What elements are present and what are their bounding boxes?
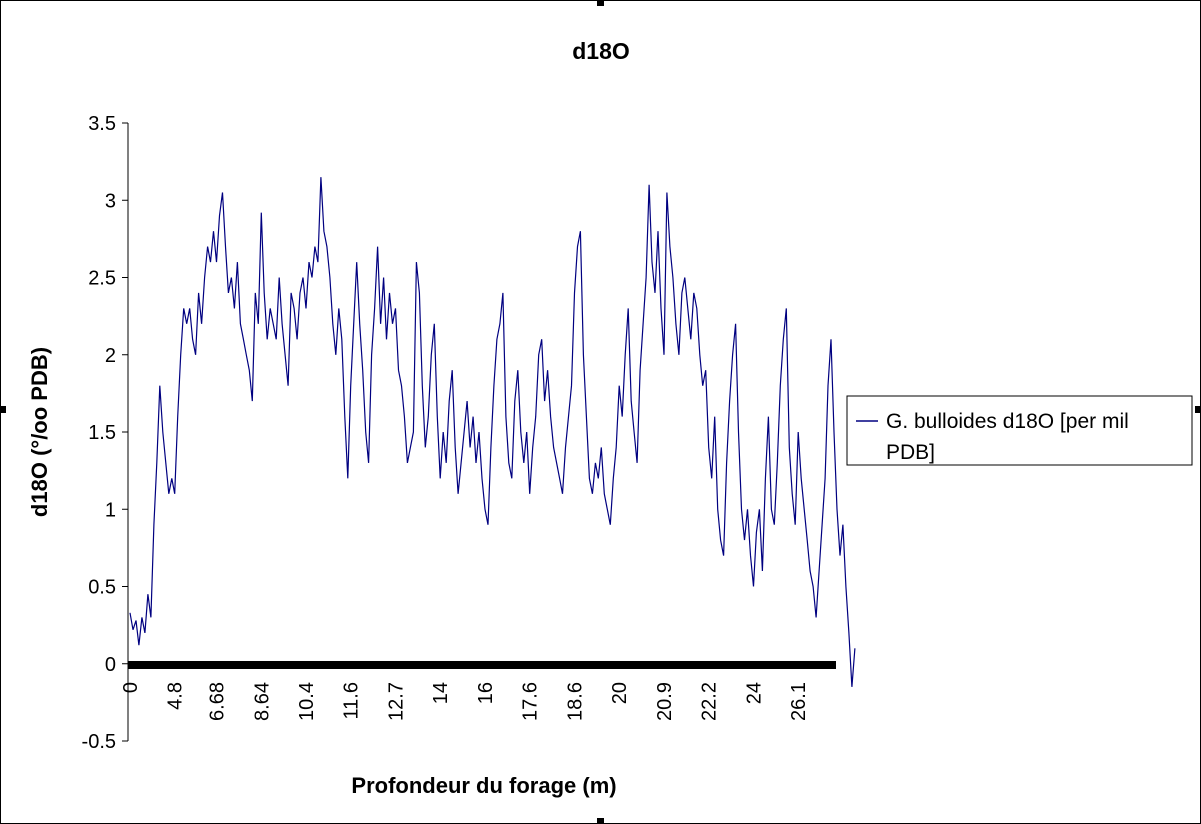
selection-handle-right[interactable] <box>1195 406 1201 413</box>
x-tick-label: 26.1 <box>788 682 810 721</box>
legend-label: G. bulloides d18O [per mil PDB] <box>886 410 1135 464</box>
x-tick-label: 22.2 <box>699 682 721 721</box>
y-axis-ticks: 3.5 3 2.5 2 1.5 1 0.5 0 -0.5 <box>82 113 128 753</box>
legend: G. bulloides d18O [per mil PDB] <box>846 395 1193 466</box>
y-tick-label: 1 <box>105 499 116 521</box>
selection-handle-top[interactable] <box>597 0 604 6</box>
legend-label-line-1: G. bulloides d18O [per mil <box>886 410 1129 433</box>
x-tick-label: 14 <box>430 682 452 704</box>
y-tick-label: 0.5 <box>88 577 116 599</box>
x-axis-title: Profondeur du forage (m) <box>351 773 616 798</box>
y-tick-label: -0.5 <box>82 731 116 753</box>
x-tick-label: 16 <box>475 682 497 704</box>
selection-handle-bottom[interactable] <box>597 818 604 824</box>
x-tick-label: 4.8 <box>165 682 187 710</box>
selection-handle-left[interactable] <box>0 406 6 413</box>
x-tick-label: 12.7 <box>385 682 407 721</box>
x-tick-label: 20.9 <box>654 682 676 721</box>
x-axis-baseline <box>128 661 836 669</box>
y-tick-label: 1.5 <box>88 422 116 444</box>
chart-title: d18O <box>572 38 630 64</box>
y-tick-label: 0 <box>105 654 116 676</box>
x-tick-label: 17.6 <box>520 682 542 721</box>
x-tick-label: 20 <box>609 682 631 704</box>
x-axis-ticks: 0 4.8 6.68 8.64 10.4 11.6 12.7 14 16 17.6 18.6 20 20… <box>120 682 810 721</box>
x-tick-label: 24 <box>743 682 765 704</box>
y-tick-label: 2 <box>105 345 116 367</box>
x-tick-label: 18.6 <box>564 682 586 721</box>
x-tick-label: 10.4 <box>296 682 318 721</box>
y-tick-label: 2.5 <box>88 268 116 290</box>
legend-label-line-2: PDB] <box>886 441 935 464</box>
x-tick-label: 0 <box>120 682 142 693</box>
x-tick-label: 6.68 <box>207 682 229 721</box>
y-axis-title: d18O (°/oo PDB) <box>27 347 52 517</box>
y-tick-label: 3.5 <box>88 113 116 135</box>
legend-box <box>846 395 1193 466</box>
y-tick-label: 3 <box>105 190 116 212</box>
x-tick-label: 8.64 <box>251 682 273 721</box>
x-tick-label: 11.6 <box>341 682 363 719</box>
series-line-g-bulloides <box>129 177 856 687</box>
